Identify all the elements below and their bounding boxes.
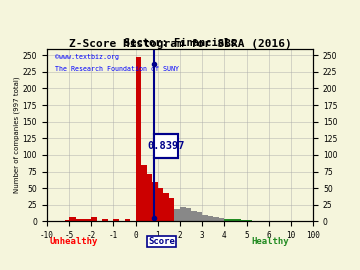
Bar xyxy=(91,217,97,221)
Bar xyxy=(230,220,235,221)
Bar xyxy=(163,194,169,221)
Bar xyxy=(224,219,230,221)
Text: 0.8397: 0.8397 xyxy=(147,141,185,151)
Text: ©www.textbiz.org: ©www.textbiz.org xyxy=(55,54,119,60)
Bar xyxy=(197,212,202,221)
Bar xyxy=(64,220,69,221)
Bar xyxy=(76,219,84,221)
Bar xyxy=(185,208,191,221)
FancyBboxPatch shape xyxy=(154,134,178,158)
Bar xyxy=(136,57,141,221)
Text: Sector: Financials: Sector: Financials xyxy=(124,38,236,48)
Bar xyxy=(175,210,180,221)
Y-axis label: Number of companies (997 total): Number of companies (997 total) xyxy=(13,77,20,193)
Bar xyxy=(208,216,213,221)
Bar xyxy=(235,220,241,221)
Bar xyxy=(84,220,91,221)
Bar xyxy=(313,215,324,221)
Bar xyxy=(191,211,197,221)
Bar xyxy=(125,219,130,221)
Bar xyxy=(147,174,152,221)
Bar xyxy=(69,217,76,221)
Bar xyxy=(152,181,158,221)
Bar xyxy=(247,220,252,221)
Bar xyxy=(102,220,108,221)
Bar xyxy=(113,219,119,221)
Bar xyxy=(158,188,163,221)
Bar xyxy=(219,218,224,221)
Title: Z-Score Histogram for SBRA (2016): Z-Score Histogram for SBRA (2016) xyxy=(69,39,291,49)
Bar xyxy=(169,198,175,221)
Text: Healthy: Healthy xyxy=(252,237,289,246)
Bar xyxy=(141,165,147,221)
Bar xyxy=(180,207,185,221)
Bar xyxy=(241,220,247,221)
Bar xyxy=(213,217,219,221)
Text: Score: Score xyxy=(148,237,175,246)
Text: Unhealthy: Unhealthy xyxy=(49,237,98,246)
Bar xyxy=(202,215,208,221)
Text: The Research Foundation of SUNY: The Research Foundation of SUNY xyxy=(55,66,179,72)
